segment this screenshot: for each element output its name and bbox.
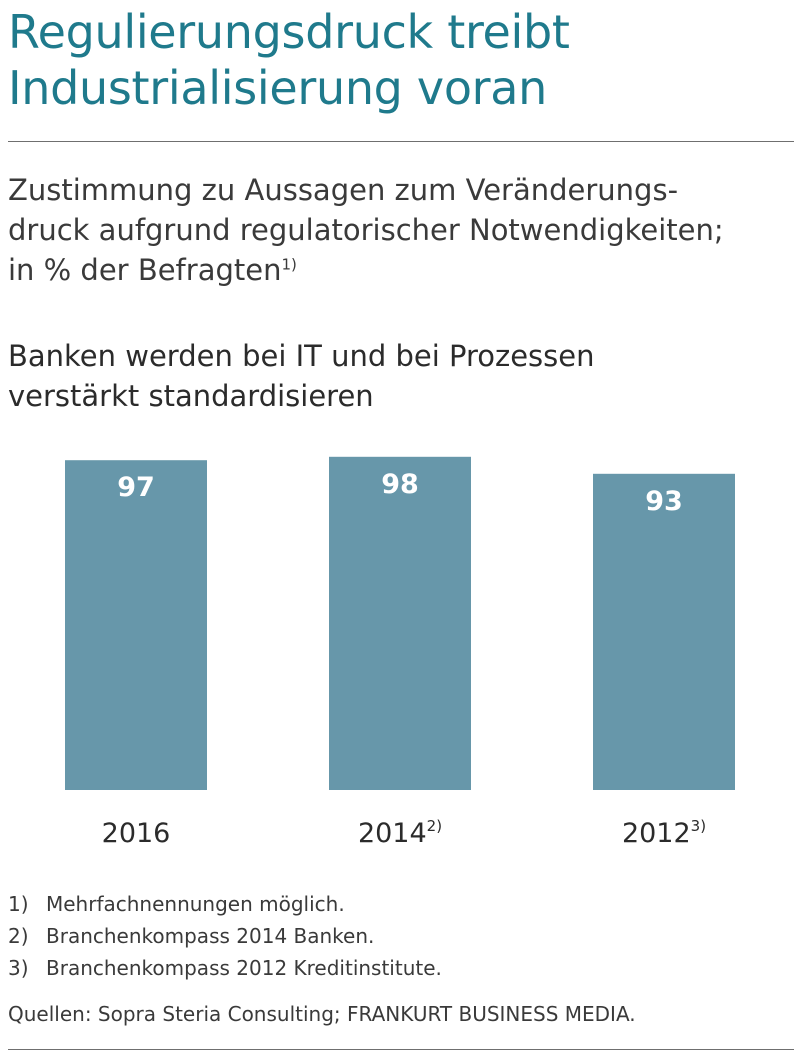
footnote-mark: 2)	[8, 924, 29, 948]
footnote-3: 3) Branchenkompass 2012 Kreditinstitute.	[8, 952, 788, 984]
top-divider	[8, 141, 794, 142]
chart-subtitle: Zustimmung zu Aussagen zum Veränderungs-…	[8, 170, 788, 290]
footnote-mark: 1)	[8, 892, 29, 916]
footnote-mark: 3)	[8, 956, 29, 980]
subtitle-line-1: Zustimmung zu Aussagen zum Veränderungs-	[8, 173, 679, 207]
bar-2014	[329, 456, 471, 790]
page-title: Regulierungsdruck treibt Industrialisier…	[8, 4, 788, 116]
subtitle-line-2: druck aufgrund regulatorischer Notwendig…	[8, 213, 724, 247]
x-tick-label: 2016	[102, 818, 171, 849]
chart-title-line-2: verstärkt standardisieren	[8, 379, 374, 413]
footnote-text: Branchenkompass 2012 Kreditinstitute.	[46, 956, 442, 980]
footnotes: 1) Mehrfachnennungen möglich. 2) Branche…	[8, 888, 788, 984]
page-title-line-1: Regulierungsdruck treibt	[8, 5, 570, 59]
footnote-text: Mehrfachnennungen möglich.	[46, 892, 345, 916]
chart-title-line-1: Banken werden bei IT und bei Prozessen	[8, 339, 595, 373]
x-tick-label: 20123)	[622, 817, 706, 849]
bar-value-label: 93	[645, 486, 683, 517]
page-title-line-2: Industrialisierung voran	[8, 61, 548, 115]
bar-value-label: 98	[381, 469, 419, 500]
bar-2016	[65, 460, 207, 790]
source-note: Quellen: Sopra Steria Consulting; FRANKU…	[8, 1002, 636, 1026]
bar-2012	[593, 473, 735, 790]
x-tick-footnote-mark: 3)	[691, 817, 706, 835]
subtitle-footnote-mark: 1)	[281, 255, 297, 274]
x-tick-footnote-mark: 2)	[427, 817, 442, 835]
footnote-2: 2) Branchenkompass 2014 Banken.	[8, 920, 788, 952]
footnote-text: Branchenkompass 2014 Banken.	[46, 924, 375, 948]
subtitle-line-3: in % der Befragten	[8, 253, 282, 287]
footnote-1: 1) Mehrfachnennungen möglich.	[8, 888, 788, 920]
bar-value-label: 97	[117, 472, 155, 503]
bottom-divider	[8, 1049, 794, 1050]
bar-chart: 97 2016 98 20142) 93 20123)	[65, 456, 735, 849]
chart-title: Banken werden bei IT und bei Prozessen v…	[8, 336, 788, 416]
x-tick-label: 20142)	[358, 817, 442, 849]
